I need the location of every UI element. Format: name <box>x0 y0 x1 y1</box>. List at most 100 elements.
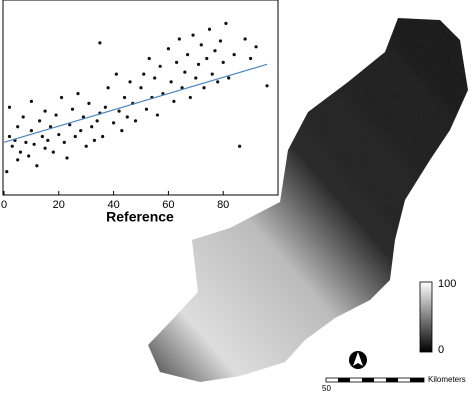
point <box>216 80 220 84</box>
point <box>128 80 132 84</box>
point <box>38 119 42 123</box>
point <box>153 76 157 80</box>
point <box>147 56 151 61</box>
point <box>144 107 149 111</box>
north-arrow <box>349 351 367 369</box>
point <box>249 56 253 61</box>
point <box>16 125 20 129</box>
point <box>172 99 176 103</box>
x-tick-label: 40 <box>107 199 119 211</box>
point <box>224 21 228 25</box>
point <box>180 86 184 90</box>
scale-label: Kilometers <box>428 375 466 384</box>
point <box>59 95 64 100</box>
point <box>29 129 33 133</box>
point <box>155 113 160 117</box>
point <box>133 119 138 123</box>
point <box>169 80 173 84</box>
point <box>87 101 91 105</box>
point <box>191 33 195 37</box>
point <box>40 134 44 139</box>
x-tick-label: 20 <box>53 199 65 211</box>
x-tick-label: 60 <box>162 199 174 211</box>
point <box>196 62 201 66</box>
scale-value: 50 <box>322 384 331 393</box>
scale-bar <box>325 377 425 383</box>
point <box>29 99 33 103</box>
point <box>5 170 9 174</box>
point <box>65 156 69 160</box>
point <box>57 132 61 137</box>
point <box>73 134 77 139</box>
point <box>43 109 47 113</box>
point <box>175 60 179 64</box>
point <box>185 53 190 57</box>
point <box>35 164 39 168</box>
point <box>81 115 86 119</box>
point <box>205 56 209 61</box>
point <box>32 142 36 146</box>
point <box>112 121 116 125</box>
point <box>265 84 269 88</box>
point <box>142 72 146 76</box>
point <box>183 70 187 74</box>
point <box>194 76 198 80</box>
point <box>54 113 58 117</box>
point <box>92 138 97 142</box>
point <box>213 49 217 53</box>
point <box>221 60 225 64</box>
point <box>238 144 242 148</box>
point <box>84 144 88 148</box>
x-tick-label: 0 <box>1 199 7 211</box>
point <box>243 37 247 41</box>
point <box>7 134 12 139</box>
point <box>117 109 121 113</box>
point <box>114 72 118 76</box>
point <box>188 95 192 100</box>
map-region <box>148 18 468 382</box>
point <box>70 107 75 111</box>
point <box>27 154 31 158</box>
point <box>10 144 14 148</box>
point <box>21 115 25 119</box>
x-axis-label: Reference <box>106 209 174 225</box>
point <box>7 105 12 109</box>
point <box>207 27 212 31</box>
point <box>166 47 170 51</box>
plot-area <box>2 0 279 196</box>
point <box>106 86 110 90</box>
point <box>16 158 20 162</box>
point <box>125 115 129 119</box>
point <box>101 134 105 139</box>
point <box>122 95 127 100</box>
point <box>120 129 124 133</box>
point <box>62 140 66 144</box>
point <box>210 72 214 76</box>
point <box>202 86 206 90</box>
point <box>46 138 50 142</box>
point <box>18 150 23 154</box>
point <box>48 125 53 129</box>
colorbar-max: 100 <box>438 278 456 290</box>
point <box>68 123 72 127</box>
point <box>90 125 94 129</box>
point <box>43 146 47 150</box>
point <box>139 86 143 90</box>
point <box>199 43 203 47</box>
point <box>103 105 107 109</box>
point <box>98 41 102 45</box>
point <box>232 53 236 57</box>
point <box>158 64 162 68</box>
point <box>227 76 231 80</box>
point <box>177 37 181 41</box>
point <box>79 129 83 133</box>
point <box>51 150 55 154</box>
colorbar-min: 0 <box>438 344 444 356</box>
point <box>76 92 80 96</box>
colorbar <box>419 281 433 353</box>
point <box>218 39 223 43</box>
point <box>24 140 28 144</box>
point <box>254 45 258 49</box>
x-tick-label: 80 <box>217 199 229 211</box>
